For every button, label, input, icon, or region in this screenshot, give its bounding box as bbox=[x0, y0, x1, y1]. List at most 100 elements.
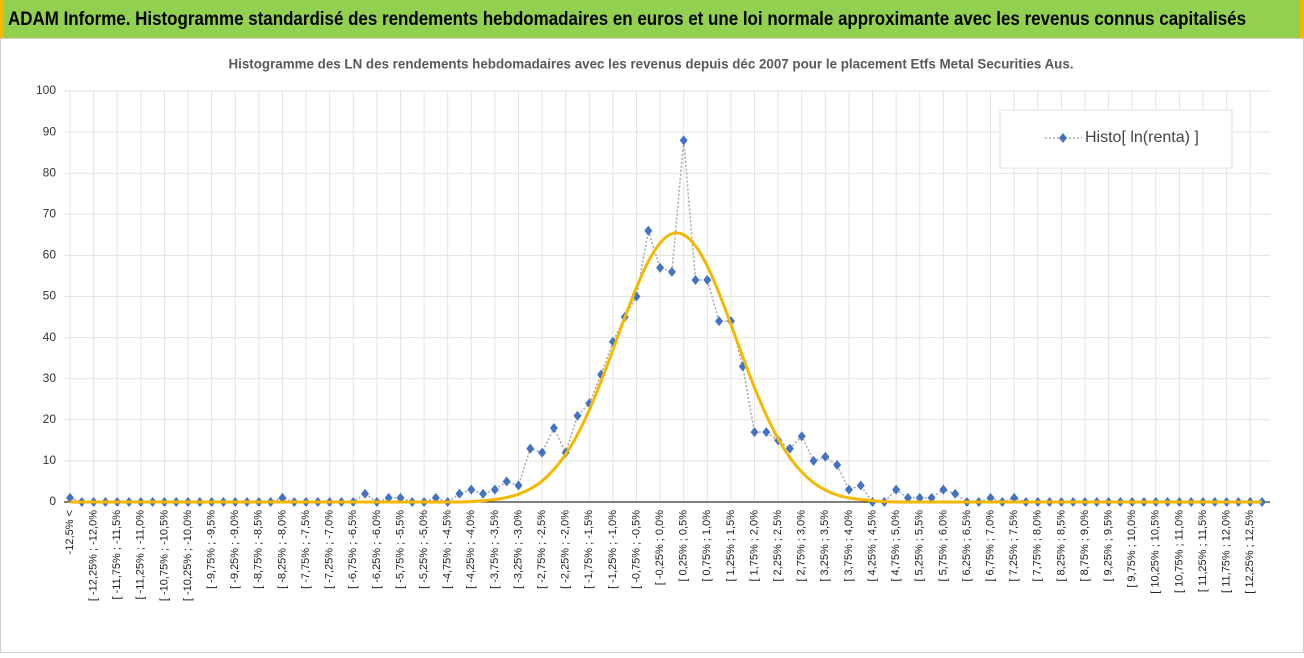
y-tick-label: 70 bbox=[43, 206, 57, 220]
x-tick-label: [ 5,25% ; 5,5% bbox=[914, 510, 926, 582]
marker bbox=[502, 476, 511, 487]
x-tick-label: [ 6,75% ; 7,0% bbox=[984, 510, 996, 582]
marker bbox=[656, 262, 665, 273]
x-tick-label: [ 10,75% ; 11,0% bbox=[1173, 510, 1185, 593]
x-tick-label: [ -11,75% ; -11,5% bbox=[111, 510, 123, 600]
x-tick-label: [ -6,75% ; -6,5% bbox=[347, 510, 359, 589]
x-tick-label: -12,5% < bbox=[64, 510, 76, 554]
x-tick-label: [ -12,25% ; -12,0% bbox=[88, 510, 100, 601]
x-tick-label: [ -8,25% ; -8,0% bbox=[276, 510, 288, 589]
title-bar-edge bbox=[0, 0, 4, 38]
x-tick-label: [ 8,75% ; 9,0% bbox=[1079, 510, 1091, 582]
x-tick-label: [ -1,75% ; -1,5% bbox=[583, 510, 595, 589]
marker bbox=[667, 266, 676, 277]
x-tick-label: [ 12,25% ; 12,5% bbox=[1244, 510, 1256, 594]
marker bbox=[549, 423, 558, 434]
marker bbox=[762, 427, 771, 438]
marker bbox=[821, 451, 830, 462]
x-tick-label: [ -5,25% ; -5,0% bbox=[418, 510, 430, 589]
x-tick-label: [ -8,75% ; -8,5% bbox=[253, 510, 265, 589]
y-tick-label: 50 bbox=[43, 289, 57, 303]
marker bbox=[479, 488, 488, 499]
marker bbox=[927, 492, 936, 503]
x-tick-label: [ -11,25% ; -11,0% bbox=[135, 510, 147, 600]
x-tick-label: [ -4,25% ; -4,0% bbox=[465, 510, 477, 589]
marker bbox=[939, 484, 948, 495]
marker bbox=[903, 492, 912, 503]
x-tick-label: [ -9,25% ; -9,0% bbox=[229, 510, 241, 589]
marker bbox=[951, 488, 960, 499]
x-tick-label: [ 10,25% ; 10,5% bbox=[1150, 510, 1162, 594]
legend: Histo[ ln(renta) ] bbox=[999, 109, 1233, 169]
x-tick-label: [ 8,25% ; 8,5% bbox=[1055, 510, 1067, 582]
x-tick-label: [ -9,75% ; -9,5% bbox=[206, 510, 218, 589]
marker bbox=[703, 275, 712, 286]
y-tick-label: 40 bbox=[43, 330, 57, 344]
y-tick-label: 90 bbox=[43, 124, 57, 138]
x-tick-label: [ -0,25% ; 0,0% bbox=[654, 510, 666, 585]
y-tick-label: 0 bbox=[49, 494, 56, 508]
x-tick-label: [ 9,25% ; 9,5% bbox=[1102, 510, 1114, 582]
marker bbox=[809, 455, 818, 466]
x-tick-label: [ 5,75% ; 6,0% bbox=[937, 510, 949, 582]
marker bbox=[785, 443, 794, 454]
x-tick-label: [ 1,75% ; 2,0% bbox=[748, 510, 760, 582]
marker bbox=[691, 275, 700, 286]
y-tick-label: 100 bbox=[36, 83, 56, 97]
x-tick-label: [ -10,75% ; -10,5% bbox=[158, 510, 170, 601]
title-bar bbox=[0, 0, 1304, 38]
marker bbox=[278, 492, 287, 503]
x-tick-label: [ 2,75% ; 3,0% bbox=[796, 510, 808, 582]
title-bar-edge bbox=[1300, 0, 1304, 38]
marker bbox=[844, 484, 853, 495]
y-tick-label: 30 bbox=[43, 371, 57, 385]
x-tick-label: [ 9,75% ; 10,0% bbox=[1126, 510, 1138, 588]
legend-box bbox=[999, 109, 1233, 169]
x-tick-label: [ -7,75% ; -7,5% bbox=[300, 510, 312, 589]
marker bbox=[915, 492, 924, 503]
x-tick-label: [ 4,25% ; 4,5% bbox=[866, 510, 878, 582]
x-tick-label: [ 11,75% ; 12,0% bbox=[1221, 510, 1233, 593]
x-tick-label: [ 11,25% ; 11,5% bbox=[1197, 510, 1209, 592]
marker bbox=[797, 431, 806, 442]
series-line bbox=[69, 140, 1262, 503]
marker bbox=[514, 480, 523, 491]
marker bbox=[396, 492, 405, 503]
x-tick-label: [ 3,75% ; 4,0% bbox=[843, 510, 855, 582]
marker bbox=[455, 488, 464, 499]
marker bbox=[1010, 492, 1019, 503]
marker bbox=[750, 427, 759, 438]
plot bbox=[66, 135, 1266, 507]
x-tick-label: [ -2,25% ; -2,0% bbox=[560, 510, 572, 589]
y-tick-label: 80 bbox=[43, 165, 57, 179]
x-tick-label: [ -5,75% ; -5,5% bbox=[394, 510, 406, 589]
page-title: ADAM Informe. Histogramme standardisé de… bbox=[8, 9, 1246, 30]
x-tick-label: [ -1,25% ; -1,0% bbox=[607, 510, 619, 589]
x-tick-label: [ -6,25% ; -6,0% bbox=[371, 510, 383, 589]
marker bbox=[573, 410, 582, 421]
legend-marker bbox=[1059, 133, 1067, 143]
x-tick-label: [ -3,25% ; -3,0% bbox=[512, 510, 524, 589]
marker bbox=[490, 484, 499, 495]
x-tick-label: [ -0,75% ; -0,5% bbox=[630, 510, 642, 589]
chart-title: Histogramme des LN des rendements hebdom… bbox=[229, 56, 1074, 72]
legend-label: Histo[ ln(renta) ] bbox=[1085, 129, 1199, 146]
marker bbox=[715, 316, 724, 327]
marker bbox=[986, 492, 995, 503]
x-tick-label: [ 0,75% ; 1,0% bbox=[701, 510, 713, 582]
x-tick-label: [ 2,25% ; 2,5% bbox=[772, 510, 784, 582]
x-tick-label: [ -3,75% ; -3,5% bbox=[489, 510, 501, 589]
y-tick-label: 20 bbox=[43, 412, 57, 426]
marker bbox=[431, 492, 440, 503]
marker bbox=[892, 484, 901, 495]
marker bbox=[856, 480, 865, 491]
marker bbox=[526, 443, 535, 454]
y-tick-label: 60 bbox=[43, 248, 57, 262]
x-tick-label: [ 1,25% ; 1,5% bbox=[725, 510, 737, 582]
fit-curve bbox=[70, 231, 1262, 504]
marker bbox=[361, 488, 370, 499]
y-tick-label: 10 bbox=[43, 453, 57, 467]
x-tick-label: [ -7,25% ; -7,0% bbox=[324, 510, 336, 589]
x-tick-label: [ 7,25% ; 7,5% bbox=[1008, 510, 1020, 582]
